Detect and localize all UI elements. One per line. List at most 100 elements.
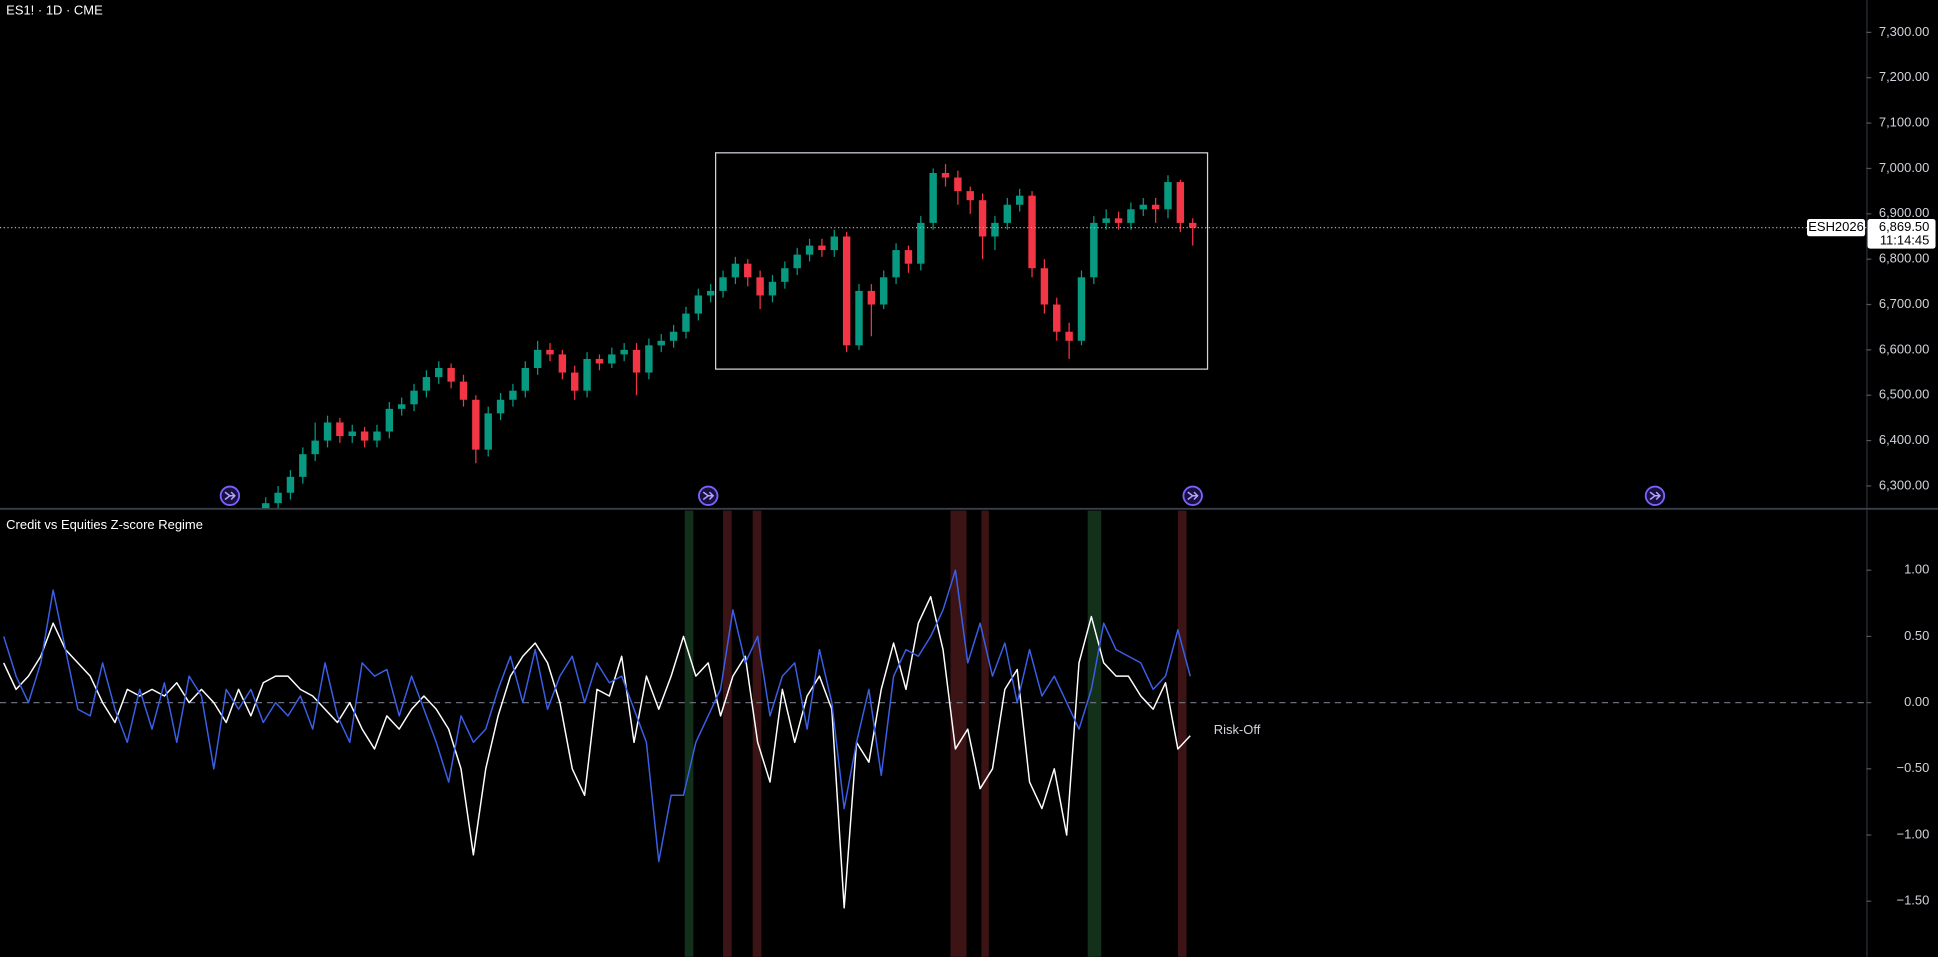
y-tick-label: 7,000.00: [1879, 160, 1929, 175]
candle-body: [385, 408, 394, 432]
y-tick-label: 7,200.00: [1879, 69, 1929, 84]
candle-body: [793, 254, 801, 269]
candle-body: [756, 277, 764, 296]
y-tick-label: −1.50: [1897, 893, 1930, 908]
candle-body: [1164, 182, 1172, 210]
candle-body: [509, 390, 517, 400]
candle-body: [397, 404, 406, 409]
y-tick-label: 6,700.00: [1879, 296, 1929, 311]
y-tick-label: 6,300.00: [1879, 477, 1929, 492]
event-marker: [1644, 485, 1666, 507]
candle-body: [571, 372, 579, 391]
candles: [262, 163, 1197, 509]
candle-body: [373, 431, 381, 441]
event-glyph: [1649, 491, 1661, 501]
event-marker: [698, 485, 719, 507]
candle-body: [657, 340, 665, 346]
candle-body: [744, 263, 752, 278]
event-marker: [219, 485, 241, 507]
candle-body: [484, 413, 492, 450]
candle-body: [608, 354, 616, 364]
candle-body: [966, 191, 974, 201]
candle-body: [286, 476, 295, 493]
candle-body: [311, 440, 319, 455]
candle-body: [360, 431, 369, 441]
chart-title: ES1! · 1D · CME: [6, 3, 103, 18]
candle-body: [1040, 268, 1049, 305]
y-tick-label: −0.50: [1897, 760, 1930, 775]
candle-body: [583, 358, 591, 391]
candle-body: [1189, 222, 1197, 228]
candle-body: [991, 222, 999, 237]
candle-body: [274, 492, 282, 504]
candle-body: [917, 222, 925, 264]
y-tick-label: 7,300.00: [1879, 24, 1929, 39]
candle-body: [632, 349, 641, 373]
y-tick-label: 6,800.00: [1879, 251, 1929, 266]
y-tick-label: 0.00: [1904, 694, 1929, 709]
candle-body: [1114, 218, 1123, 223]
candle-body: [880, 277, 888, 305]
candle-body: [1053, 304, 1061, 332]
last-price-box: [1867, 218, 1936, 249]
symbol-label: ESH2026: [1808, 219, 1864, 234]
candle-body: [781, 268, 789, 282]
candle-body: [818, 245, 826, 251]
candle-body: [830, 236, 838, 251]
candle-body: [706, 290, 715, 296]
regime-band: [684, 510, 694, 957]
candle-body: [892, 250, 900, 278]
y-tick-label: 7,100.00: [1879, 115, 1929, 130]
last-price-label: 6,869.50: [1879, 219, 1929, 234]
candle-body: [867, 290, 876, 305]
candle-body: [1176, 182, 1185, 223]
event-glyph: [1187, 491, 1199, 501]
candle-body: [1028, 195, 1036, 269]
y-tick-label: 6,900.00: [1879, 205, 1929, 220]
candle-body: [1090, 222, 1098, 278]
candle-body: [645, 345, 653, 373]
symbol-box: [1806, 218, 1866, 237]
candle-body: [435, 368, 443, 378]
candle-body: [521, 368, 529, 391]
candle-body: [842, 236, 851, 346]
candle-body: [941, 172, 950, 178]
candle-body: [694, 295, 703, 314]
candle-body: [1077, 277, 1086, 341]
candle-body: [1065, 331, 1073, 341]
candle-body: [299, 454, 307, 477]
candle-body: [954, 177, 962, 192]
candle-body: [768, 281, 777, 296]
indicator-line: [3, 595, 1191, 909]
event-glyph: [224, 491, 236, 501]
regime-band: [1087, 510, 1102, 957]
countdown-label: 11:14:45: [1880, 233, 1930, 248]
regime-band: [723, 510, 732, 957]
indicator-line: [2, 569, 1191, 863]
regime-band: [1177, 510, 1187, 957]
candle-body: [978, 200, 987, 237]
candle-body: [422, 377, 431, 391]
candle-body: [348, 431, 356, 437]
candle-body: [1139, 204, 1147, 210]
candle-body: [731, 263, 740, 278]
candle-body: [1003, 204, 1012, 223]
candle-body: [1015, 195, 1024, 205]
y-tick-label: 0.50: [1904, 628, 1929, 643]
y-tick-label: 6,600.00: [1879, 341, 1929, 356]
y-tick-label: −1.00: [1897, 826, 1930, 841]
y-tick-label: 6,500.00: [1879, 387, 1929, 402]
candle-body: [336, 422, 344, 437]
candle-body: [855, 290, 863, 346]
candle-body: [595, 358, 604, 364]
event-marker: [1182, 485, 1203, 507]
candle-body: [929, 172, 937, 223]
candle-body: [459, 381, 468, 400]
y-tick-label: 1.00: [1904, 562, 1929, 577]
candle-body: [262, 503, 270, 509]
y-tick-label: 6,400.00: [1879, 432, 1929, 447]
candle-body: [447, 368, 455, 382]
candle-body: [546, 349, 554, 355]
candle-body: [558, 354, 567, 373]
